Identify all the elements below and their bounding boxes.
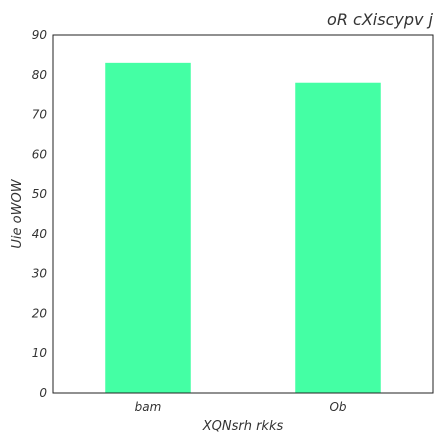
y-tick-label: 50 xyxy=(32,187,48,201)
y-tick-label: 70 xyxy=(32,108,48,122)
x-tick-label: bam xyxy=(135,400,162,414)
x-axis-label: XQNsrh rkks xyxy=(202,419,284,434)
y-tick-label: 20 xyxy=(32,306,48,320)
plot-frame xyxy=(52,34,434,394)
x-axis-ticks: bam Ob xyxy=(135,400,347,414)
x-tick-label: Ob xyxy=(329,400,346,414)
y-tick-label: 30 xyxy=(32,267,48,281)
y-axis-label: Uie oWOW xyxy=(10,178,25,248)
axes-layer xyxy=(52,34,434,394)
y-tick-label: 0 xyxy=(39,386,47,400)
bar-bam xyxy=(105,62,191,393)
y-tick-label: 10 xyxy=(32,346,48,360)
bar-ob xyxy=(295,82,381,393)
y-tick-label: 60 xyxy=(32,147,48,161)
chart-title: oR cXiscypv j xyxy=(327,10,434,29)
bars-layer xyxy=(105,62,381,393)
y-tick-label: 90 xyxy=(32,28,48,42)
y-tick-label: 40 xyxy=(32,227,48,241)
y-tick-label: 80 xyxy=(32,68,48,82)
y-axis-ticks: 0 10 20 30 40 50 60 70 80 90 xyxy=(32,28,48,400)
